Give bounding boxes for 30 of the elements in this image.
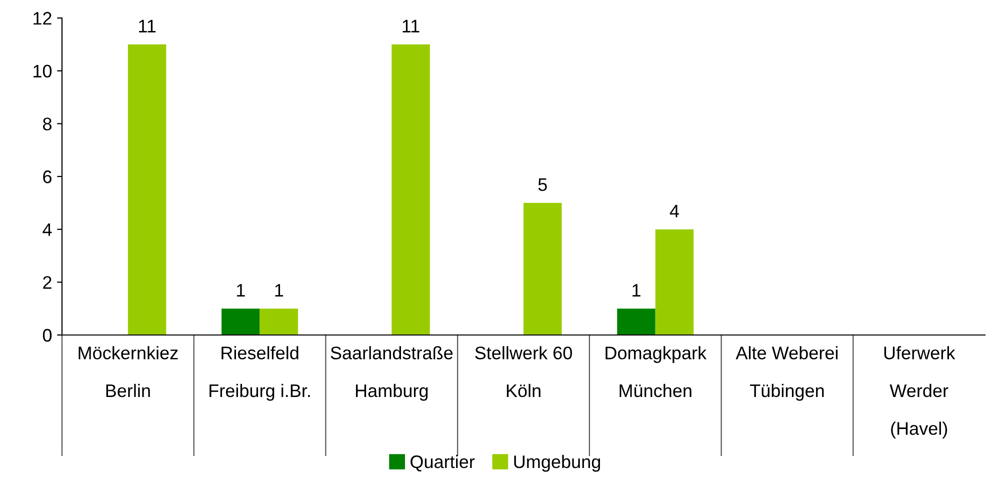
y-tick-label: 4 bbox=[42, 223, 52, 236]
y-tick-label: 8 bbox=[43, 118, 52, 130]
x-tick-label: Domagkpark München bbox=[606, 346, 707, 398]
category-label: Rieselfeld Freiburg i.Br. bbox=[210, 346, 310, 401]
bar bbox=[655, 229, 694, 335]
bar bbox=[222, 308, 260, 335]
bar bbox=[524, 202, 562, 335]
y-tick-label: 2 bbox=[43, 276, 52, 289]
legend-label: Quartier bbox=[410, 454, 475, 472]
data-label: 11 bbox=[139, 20, 156, 32]
y-tick-label: 6 bbox=[43, 170, 52, 184]
y-tick-label: 12 bbox=[34, 12, 52, 25]
data-label: 11 bbox=[402, 20, 420, 32]
data-label: 1 bbox=[275, 284, 284, 297]
y-tick-label: 10 bbox=[34, 64, 52, 78]
legend-label: Umgebung bbox=[514, 454, 600, 472]
category-label: Uferwerk Werder (Havel) bbox=[884, 346, 956, 438]
category-label: Saarlandstraße Hamburg bbox=[330, 346, 453, 401]
data-label: 1 bbox=[237, 284, 245, 297]
bar bbox=[392, 44, 430, 335]
bar bbox=[128, 44, 166, 335]
data-label: 5 bbox=[538, 178, 547, 192]
data-label: 4 bbox=[670, 204, 679, 218]
category-label: Möckernkiez Berlin bbox=[78, 346, 178, 398]
category-label: Stellwerk 60 Köln bbox=[475, 346, 572, 398]
bar bbox=[260, 308, 298, 335]
y-tick-label: 0 bbox=[42, 328, 52, 342]
category-label: Alte Weberei Tübingen bbox=[736, 346, 838, 401]
data-label: 1 bbox=[632, 284, 640, 297]
bar bbox=[617, 308, 656, 335]
